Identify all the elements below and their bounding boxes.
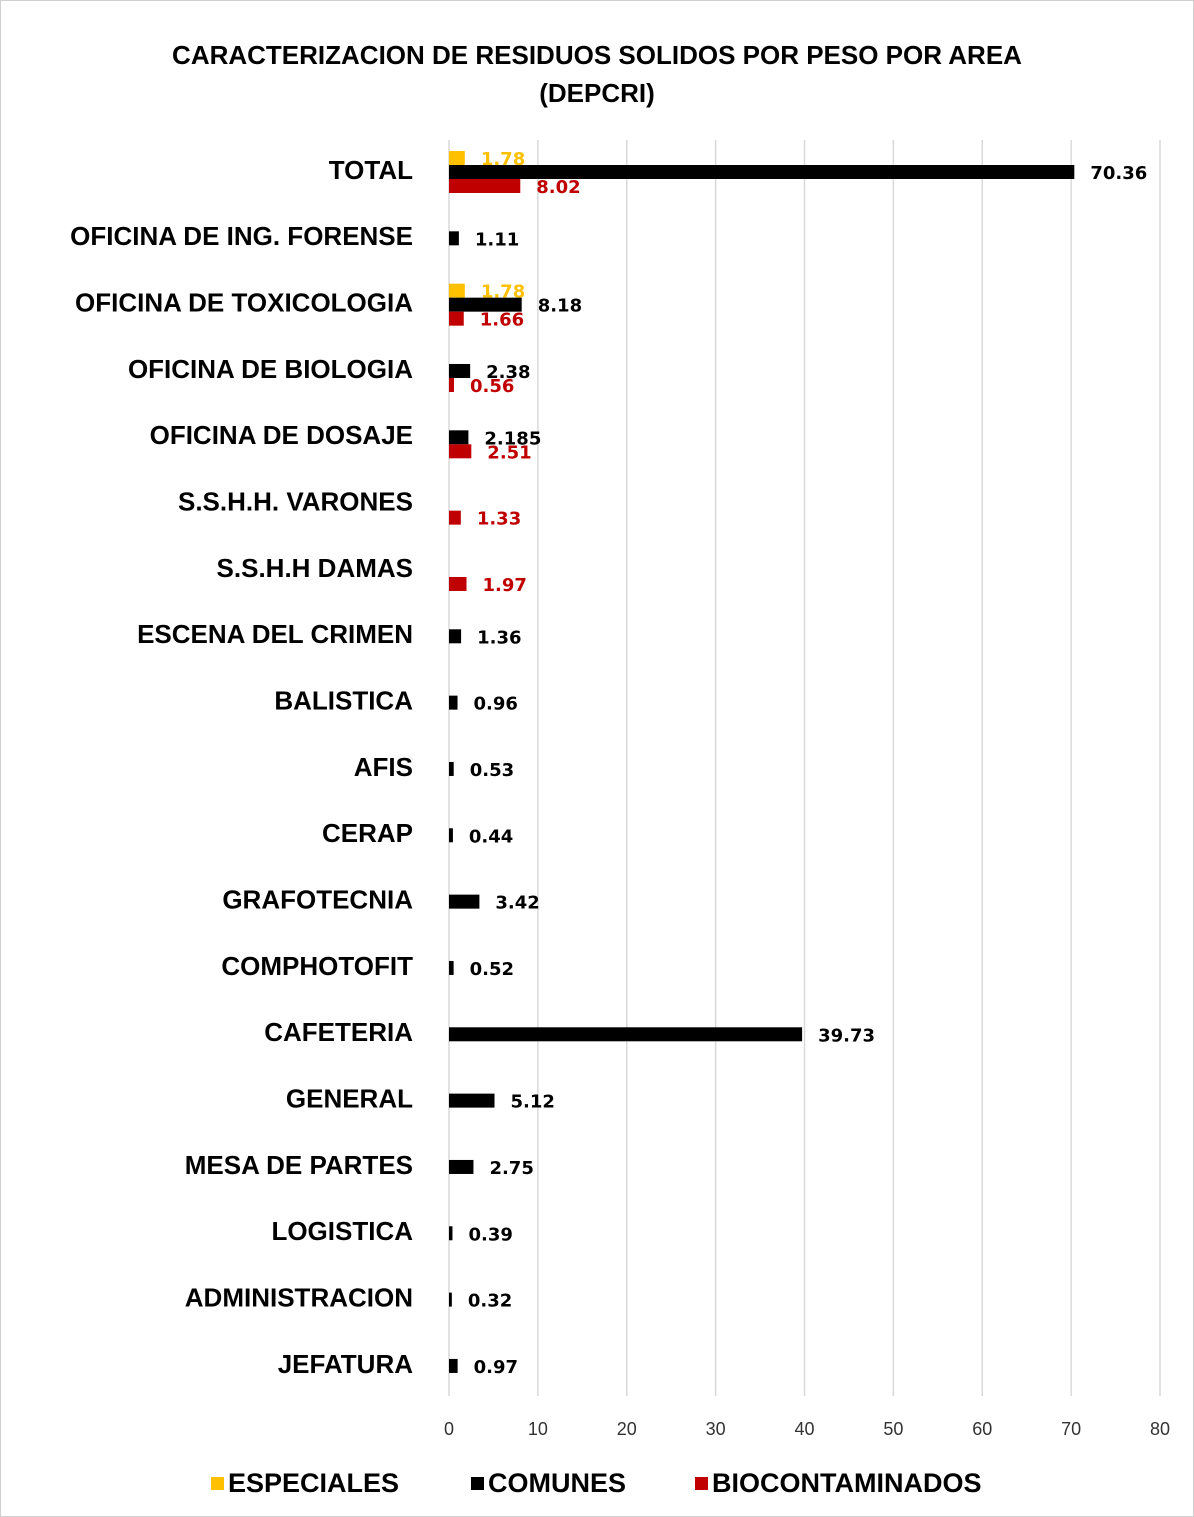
x-tick-label: 60: [972, 1419, 992, 1439]
y-tick-label: BALISTICA: [274, 686, 413, 716]
y-tick-label: OFICINA DE DOSAJE: [150, 420, 413, 450]
value-label: 0.39: [468, 1224, 512, 1245]
legend-swatch: [471, 1477, 484, 1490]
value-label: 5.12: [511, 1092, 555, 1113]
bar: [449, 629, 462, 644]
bar: [449, 576, 467, 591]
bar: [449, 1093, 495, 1108]
bar: [449, 179, 521, 193]
y-tick-label: CAFETERIA: [264, 1017, 413, 1047]
chart-title: CARACTERIZACION DE RESIDUOS SOLIDOS POR …: [172, 40, 1022, 108]
y-tick-label: GRAFOTECNIA: [222, 885, 413, 915]
x-tick-label: 30: [706, 1419, 726, 1439]
value-label: 0.52: [470, 959, 514, 980]
value-label: 0.96: [474, 694, 518, 715]
value-label: 39.73: [818, 1025, 875, 1046]
value-label: 1.78: [481, 282, 525, 303]
bar: [449, 311, 464, 326]
value-label: 2.38: [486, 362, 530, 383]
legend-swatch: [211, 1477, 224, 1490]
bar: [449, 695, 458, 710]
value-label: 1.97: [483, 575, 527, 596]
value-label: 1.36: [477, 627, 521, 648]
value-label: 8.02: [536, 177, 580, 198]
bar: [449, 231, 459, 246]
legend-label: COMUNES: [488, 1468, 626, 1498]
y-tick-label: JEFATURA: [278, 1349, 414, 1379]
bar: [449, 165, 1075, 179]
y-tick-label: OFICINA DE TOXICOLOGIA: [75, 288, 413, 318]
bar: [449, 1358, 458, 1373]
y-tick-label: LOGISTICA: [271, 1216, 413, 1246]
y-tick-label: S.S.H.H. VARONES: [178, 487, 413, 517]
value-label: 2.51: [487, 442, 531, 463]
bar: [449, 283, 465, 298]
x-tick-label: 10: [528, 1419, 548, 1439]
x-tick-label: 50: [883, 1419, 903, 1439]
value-label: 2.185: [484, 428, 541, 449]
bar: [449, 1027, 803, 1042]
bar: [449, 151, 465, 165]
value-label: 0.53: [470, 760, 514, 781]
y-tick-label: ADMINISTRACION: [185, 1282, 413, 1312]
legend-label: ESPECIALES: [228, 1468, 399, 1498]
bar: [449, 1292, 452, 1307]
value-label: 1.78: [481, 149, 525, 170]
value-label: 8.18: [538, 296, 582, 317]
bar: [449, 1226, 453, 1241]
value-label: 1.33: [477, 509, 521, 530]
y-tick-label: GENERAL: [286, 1083, 413, 1113]
bar: [449, 444, 472, 459]
value-label: 0.97: [474, 1357, 518, 1378]
value-label: 0.56: [470, 376, 514, 397]
bar: [449, 960, 454, 975]
value-label: 1.66: [480, 310, 524, 331]
value-label: 0.32: [468, 1291, 512, 1312]
value-label: 2.75: [489, 1158, 533, 1179]
x-tick-label: 0: [444, 1419, 454, 1439]
y-tick-label: COMPHOTOFIT: [221, 951, 413, 981]
bar: [449, 377, 454, 392]
bar: [449, 1159, 474, 1174]
bar: [449, 510, 461, 525]
bar: [449, 828, 453, 843]
x-tick-label: 70: [1061, 1419, 1081, 1439]
y-tick-label: AFIS: [354, 752, 413, 782]
y-tick-label: CERAP: [322, 818, 413, 848]
y-tick-label: S.S.H.H DAMAS: [217, 553, 413, 583]
bar: [449, 430, 469, 445]
y-tick-label: OFICINA DE BIOLOGIA: [128, 354, 413, 384]
value-label: 3.42: [495, 893, 539, 914]
y-tick-label: MESA DE PARTES: [185, 1150, 413, 1180]
y-tick-label: OFICINA DE ING. FORENSE: [70, 221, 413, 251]
y-tick-label: ESCENA DEL CRIMEN: [137, 619, 413, 649]
y-tick-label: TOTAL: [329, 155, 413, 185]
legend-swatch: [695, 1477, 708, 1490]
x-tick-label: 20: [617, 1419, 637, 1439]
value-label: 70.36: [1090, 163, 1147, 184]
bar: [449, 297, 522, 312]
bar: [449, 894, 480, 909]
bar: [449, 363, 471, 378]
x-tick-label: 80: [1150, 1419, 1170, 1439]
bar: [449, 761, 454, 776]
x-tick-label: 40: [794, 1419, 814, 1439]
value-label: 0.44: [469, 826, 513, 847]
legend-label: BIOCONTAMINADOS: [712, 1468, 982, 1498]
value-label: 1.11: [475, 229, 519, 250]
